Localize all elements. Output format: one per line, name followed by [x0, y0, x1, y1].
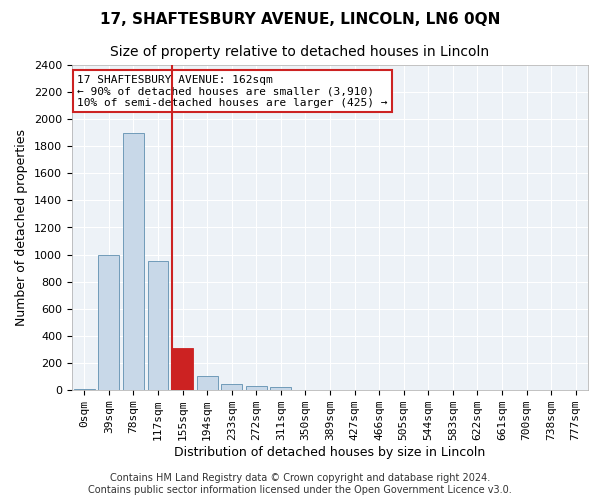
Text: 17 SHAFTESBURY AVENUE: 162sqm
← 90% of detached houses are smaller (3,910)
10% o: 17 SHAFTESBURY AVENUE: 162sqm ← 90% of d…: [77, 74, 388, 108]
Text: Size of property relative to detached houses in Lincoln: Size of property relative to detached ho…: [110, 45, 490, 59]
Bar: [98, 254, 119, 390]
Bar: [221, 384, 242, 390]
Y-axis label: Number of detached properties: Number of detached properties: [16, 129, 28, 326]
Text: Contains HM Land Registry data © Crown copyright and database right 2024.
Contai: Contains HM Land Registry data © Crown c…: [88, 474, 512, 495]
Bar: [197, 376, 218, 390]
X-axis label: Distribution of detached houses by size in Lincoln: Distribution of detached houses by size …: [175, 446, 485, 459]
Bar: [246, 386, 267, 390]
Bar: [172, 348, 193, 390]
Bar: [74, 388, 95, 390]
Bar: [123, 132, 144, 390]
Bar: [271, 388, 292, 390]
Bar: [148, 262, 169, 390]
Text: 17, SHAFTESBURY AVENUE, LINCOLN, LN6 0QN: 17, SHAFTESBURY AVENUE, LINCOLN, LN6 0QN: [100, 12, 500, 27]
